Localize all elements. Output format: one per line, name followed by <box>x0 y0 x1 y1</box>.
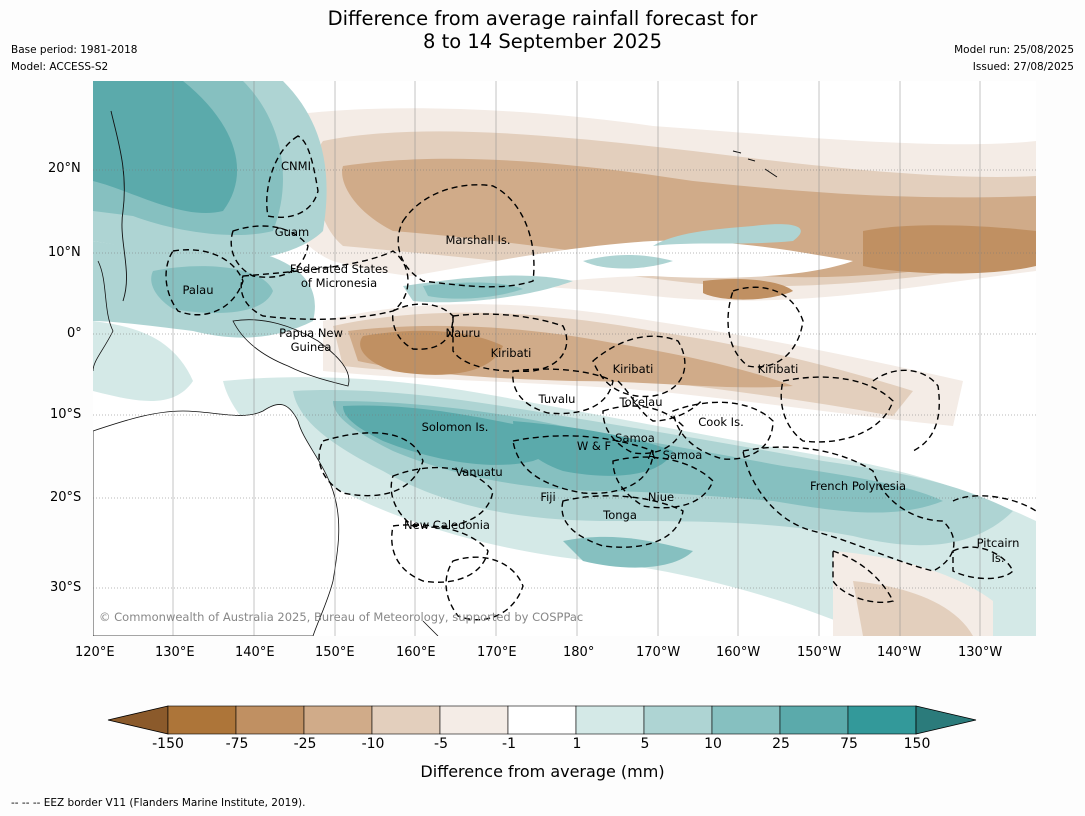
base-period: Base period: 1981-2018 <box>11 44 138 56</box>
label-tuvalu: Tuvalu <box>538 392 576 406</box>
colorbar-swatch-11 <box>847 705 917 735</box>
model-run: Model run: 25/08/2025 <box>954 44 1074 56</box>
lat-label-0: 0° <box>67 326 82 341</box>
label-fsm-2: of Micronesia <box>301 276 377 290</box>
lat-label-30s: 30°S <box>50 580 82 595</box>
lon-label-120e: 120°E <box>75 645 115 660</box>
label-kiribati-e: Kiribati <box>758 362 799 376</box>
label-pitcairn-1: Pitcairn <box>977 536 1020 550</box>
issued-date: Issued: 27/08/2025 <box>972 61 1074 73</box>
lon-label-160e: 160°E <box>396 645 436 660</box>
chart-title: Difference from average rainfall forecas… <box>0 7 1085 53</box>
cb-tick-7: 1 <box>572 736 582 752</box>
label-niue: Niue <box>648 490 674 504</box>
colorbar-swatch-9 <box>711 705 781 735</box>
lon-label-130w: 130°W <box>958 645 1003 660</box>
cb-tick-8: 5 <box>640 736 650 752</box>
colorbar-swatch-5 <box>439 705 509 735</box>
colorbar-swatch-3 <box>303 705 373 735</box>
label-png-2: Guinea <box>291 340 332 354</box>
colorbar-over-triangle <box>915 705 977 735</box>
colorbar-swatch-4 <box>371 705 441 735</box>
colorbar-swatch-2 <box>235 705 305 735</box>
latitude-lines <box>93 169 1036 589</box>
label-tonga: Tonga <box>602 508 637 522</box>
label-samoa: Samoa <box>615 431 655 445</box>
lat-label-20s: 20°S <box>50 490 82 505</box>
indonesia-outline <box>93 260 114 372</box>
label-nauru: Nauru <box>446 326 481 340</box>
graticule <box>172 81 981 636</box>
lon-label-150w: 150°W <box>797 645 842 660</box>
lon-label-160w: 160°W <box>716 645 761 660</box>
label-solomon: Solomon Is. <box>422 420 489 434</box>
cb-tick-4: -10 <box>361 736 385 752</box>
label-guam: Guam <box>275 225 309 239</box>
label-tokelau: Tokelau <box>619 395 663 409</box>
label-new-caledonia: New Caledonia <box>404 518 490 532</box>
colorbar-title: Difference from average (mm) <box>420 762 665 781</box>
cb-tick-2: -75 <box>225 736 249 752</box>
label-palau: Palau <box>183 283 214 297</box>
lon-label-140e: 140°E <box>235 645 275 660</box>
lon-label-140w: 140°W <box>877 645 922 660</box>
colorbar-swatch-8 <box>643 705 713 735</box>
cb-tick-6: -1 <box>502 736 516 752</box>
meta-right: Model run: 25/08/2025 Issued: 27/08/2025 <box>954 42 1074 76</box>
eez-borders <box>165 135 1036 621</box>
map-svg: CNMI Guam Marshall Is. Federated States … <box>93 81 1036 636</box>
lat-label-10n: 10°N <box>48 245 81 260</box>
colorbar-swatch-6 <box>507 705 577 735</box>
cb-tick-12: 150 <box>903 736 931 752</box>
cb-tick-11: 75 <box>840 736 858 752</box>
region-labels: CNMI Guam Marshall Is. Federated States … <box>183 159 1020 565</box>
meta-left: Base period: 1981-2018 Model: ACCESS-S2 <box>11 42 137 76</box>
lon-label-180: 180° <box>563 645 595 660</box>
label-kiribati-c: Kiribati <box>613 362 654 376</box>
label-marshall: Marshall Is. <box>445 233 510 247</box>
colorbar-swatch-7 <box>575 705 645 735</box>
lon-label-150e: 150°E <box>315 645 355 660</box>
philippines-outline <box>110 110 127 302</box>
australia-landmass <box>93 404 340 636</box>
model-name: Model: ACCESS-S2 <box>11 61 109 73</box>
rainfall-map: CNMI Guam Marshall Is. Federated States … <box>93 81 1036 636</box>
title-line-2: 8 to 14 September 2025 <box>423 30 662 53</box>
lon-label-170e: 170°E <box>477 645 517 660</box>
label-png-1: Papua New <box>279 326 343 340</box>
cb-tick-9: 10 <box>704 736 722 752</box>
new-guinea-outline <box>232 319 350 387</box>
dry-band-equatorial <box>323 304 963 426</box>
cb-tick-5: -5 <box>434 736 448 752</box>
colorbar-under-triangle <box>107 705 169 735</box>
colorbar-swatch-10 <box>779 705 849 735</box>
new-zealand-outline <box>422 620 439 636</box>
label-cnmi: CNMI <box>281 159 311 173</box>
label-fsm-1: Federated States <box>290 262 388 276</box>
cb-tick-10: 25 <box>772 736 790 752</box>
lat-label-20n: 20°N <box>48 161 81 176</box>
label-french-polynesia: French Polynesia <box>810 479 906 493</box>
colorbar <box>107 705 977 735</box>
colorbar-swatch-1 <box>167 705 237 735</box>
label-vanuatu: Vanuatu <box>455 465 502 479</box>
label-pitcairn-2: Is. <box>991 551 1004 565</box>
label-asamoa: A. Samoa <box>648 448 703 462</box>
label-cook: Cook Is. <box>698 415 743 429</box>
lon-label-130e: 130°E <box>155 645 195 660</box>
label-fiji: Fiji <box>540 490 555 504</box>
label-wf: W & F <box>577 439 611 453</box>
label-kiribati-w: Kiribati <box>491 346 532 360</box>
hawaii-islands <box>732 150 778 178</box>
title-line-1: Difference from average rainfall forecas… <box>327 7 758 30</box>
cb-tick-3: -25 <box>293 736 317 752</box>
lat-label-10s: 10°S <box>50 407 82 422</box>
lon-label-170w: 170°W <box>636 645 681 660</box>
cb-tick-1: -150 <box>152 736 184 752</box>
copyright-notice: © Commonwealth of Australia 2025, Bureau… <box>99 610 583 624</box>
eez-footnote: -- -- -- EEZ border V11 (Flanders Marine… <box>11 797 306 809</box>
